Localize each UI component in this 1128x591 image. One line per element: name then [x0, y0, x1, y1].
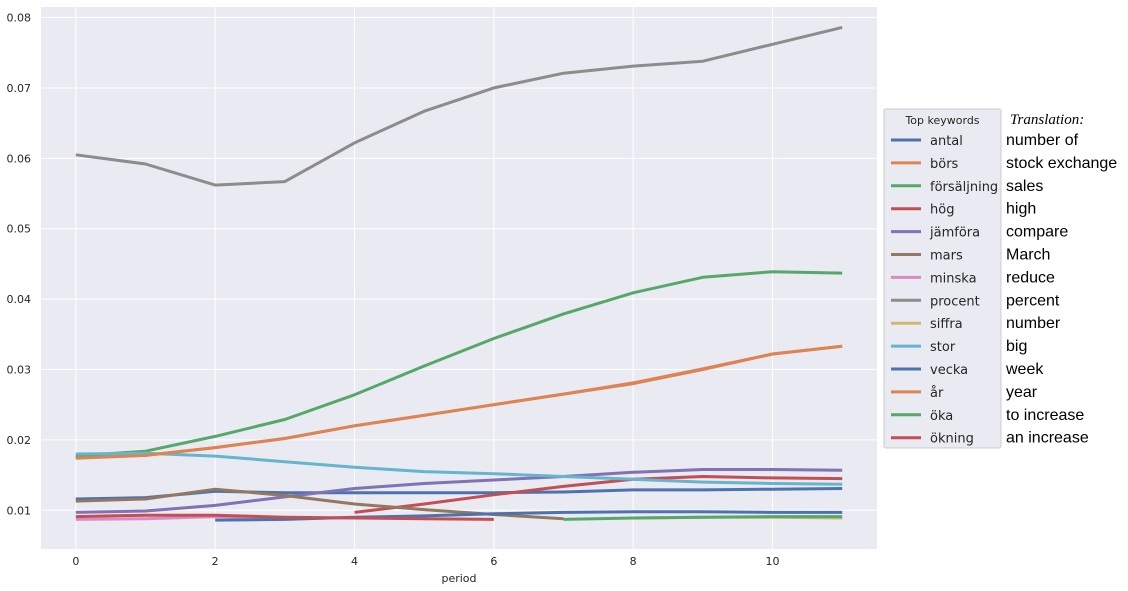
- translation-title: Translation:: [1010, 112, 1084, 128]
- translation-entry: big: [1006, 338, 1027, 355]
- legend-entry: hög: [930, 203, 954, 218]
- series-line-1: [75, 487, 843, 501]
- translation-entry: week: [1005, 361, 1044, 378]
- legend-title: Top keywords: [904, 114, 979, 127]
- y-tick-label: 0.08: [7, 12, 32, 25]
- series-line-13: [563, 515, 843, 521]
- legend-entry: procent: [930, 294, 980, 309]
- translation-panel: Translation: number of stock exchange sale…: [1005, 112, 1117, 447]
- y-tick-label: 0.02: [7, 434, 32, 447]
- x-tick-label: 6: [490, 555, 497, 568]
- x-tick-label: 0: [72, 555, 79, 568]
- x-tick-label: 2: [212, 555, 219, 568]
- series-line-12: [75, 344, 843, 460]
- legend-entry: vecka: [930, 363, 968, 378]
- translation-entry: stock exchange: [1006, 155, 1117, 172]
- translation-entry: percent: [1006, 292, 1060, 309]
- x-tick-label: 4: [351, 555, 358, 568]
- legend-entry: öka: [930, 409, 953, 424]
- tick-labels: 0 2 4 6 8 10 0.01 0.02 0.03 0.04 0.05 0.06 0.07 0.08: [7, 12, 780, 568]
- translation-entry: year: [1006, 384, 1038, 401]
- y-tick-label: 0.01: [7, 504, 32, 517]
- y-tick-label: 0.03: [7, 364, 32, 377]
- legend-entry: siffra: [930, 317, 963, 332]
- translation-entry: to increase: [1006, 407, 1084, 424]
- legend-entry: mars: [930, 249, 963, 264]
- translation-entry: an increase: [1006, 430, 1089, 447]
- y-tick-label: 0.05: [7, 223, 32, 236]
- series-lines: [75, 25, 843, 522]
- translation-entry: compare: [1006, 224, 1068, 241]
- x-tick-label: 10: [766, 555, 780, 568]
- x-axis-label: period: [441, 572, 476, 585]
- legend-entry: antal: [930, 134, 963, 149]
- series-line-10: [75, 451, 843, 486]
- translation-entry: March: [1006, 247, 1050, 264]
- legend-entry: minska: [930, 271, 977, 286]
- translation-entry: number: [1006, 315, 1061, 332]
- series-line-8: [75, 25, 843, 187]
- plot-background: [41, 7, 877, 549]
- legend-entry: ökning: [930, 432, 974, 447]
- translation-entry: sales: [1006, 178, 1043, 195]
- series-line-4: [354, 475, 843, 514]
- series-line-5: [75, 468, 843, 514]
- legend-entry: börs: [930, 157, 959, 172]
- translation-entry: high: [1006, 201, 1036, 218]
- legend-entry: stor: [930, 340, 956, 355]
- legend-entry: jämföra: [929, 226, 980, 241]
- x-tick-label: 8: [630, 555, 637, 568]
- gridlines: [41, 7, 877, 549]
- series-line-14: [75, 513, 494, 521]
- y-tick-label: 0.06: [7, 152, 32, 165]
- translation-entry: reduce: [1006, 269, 1055, 286]
- legend: Top keywords antal börs försäljning hög jämf…: [883, 108, 1002, 449]
- legend-entry: försäljning: [930, 180, 998, 195]
- legend-entry: år: [930, 386, 944, 401]
- y-tick-label: 0.07: [7, 82, 32, 95]
- series-line-3: [75, 270, 843, 458]
- legend-box: [883, 108, 1002, 449]
- y-tick-label: 0.04: [7, 293, 32, 306]
- translation-entry: number of: [1006, 132, 1079, 149]
